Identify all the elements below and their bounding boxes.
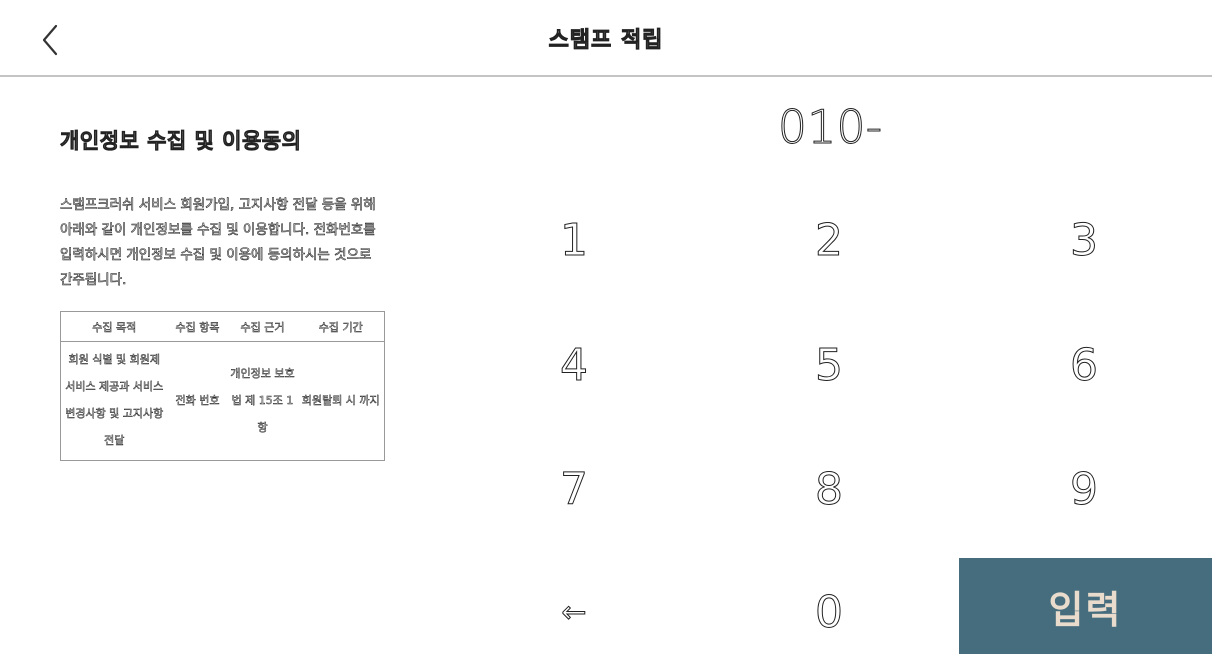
table-cell-period: 회원탈퇴 시 까지 — [301, 393, 380, 407]
enter-button[interactable]: 입력 — [959, 558, 1212, 654]
backspace-key[interactable]: ← — [561, 595, 587, 631]
keypad-key-8[interactable]: 8 — [815, 464, 844, 516]
consent-body: 스탬프크러쉬 서비스 회원가입, 고지사항 전달 등을 위해 아래와 같이 개인… — [60, 197, 376, 289]
keypad-key-6[interactable]: 6 — [1070, 340, 1099, 392]
keypad-key-0[interactable]: 0 — [815, 587, 844, 639]
consent-table-header: 수집 목적 수집 항목 수집 근거 수집 기간 — [60, 311, 385, 342]
table-row: 회원 식별 및 회원제 서비스 제공과 서비스 변경사항 및 고지사항 전달 전… — [61, 342, 385, 461]
table-header-period: 수집 기간 — [297, 311, 385, 342]
keypad-key-9[interactable]: 9 — [1070, 464, 1099, 516]
header-bar: 스탬프 적립 — [0, 0, 1212, 77]
back-button[interactable] — [34, 22, 66, 58]
table-cell-purpose: 회원 식별 및 회원제 서비스 제공과 서비스 변경사항 및 고지사항 전달 — [65, 353, 164, 448]
privacy-consent-panel: 개인정보 수집 및 이용동의 스탬프크러쉬 서비스 회원가입, 고지사항 전달 … — [60, 125, 390, 461]
page-title: 스탬프 적립 — [548, 28, 664, 54]
keypad-key-1[interactable]: 1 — [560, 215, 589, 267]
keypad-key-4[interactable]: 4 — [560, 340, 589, 392]
table-header-purpose: 수집 목적 — [60, 311, 168, 342]
table-cell-basis: 개인정보 보호법 제 15조 1항 — [230, 366, 295, 434]
chevron-left-icon — [42, 24, 58, 56]
consent-title: 개인정보 수집 및 이용동의 — [60, 129, 302, 154]
table-cell-items: 전화 번호 — [175, 393, 220, 407]
keypad-key-2[interactable]: 2 — [815, 215, 844, 267]
keypad-key-3[interactable]: 3 — [1070, 215, 1099, 267]
keypad-key-5[interactable]: 5 — [815, 340, 844, 392]
table-header-items: 수집 항목 — [167, 311, 228, 342]
phone-number-display: 010- — [777, 100, 883, 155]
table-header-basis: 수집 근거 — [227, 311, 298, 342]
consent-table: 수집 목적 수집 항목 수집 근거 수집 기간 회원 식별 및 회원제 서비스 … — [60, 311, 385, 461]
keypad-key-7[interactable]: 7 — [560, 464, 589, 516]
